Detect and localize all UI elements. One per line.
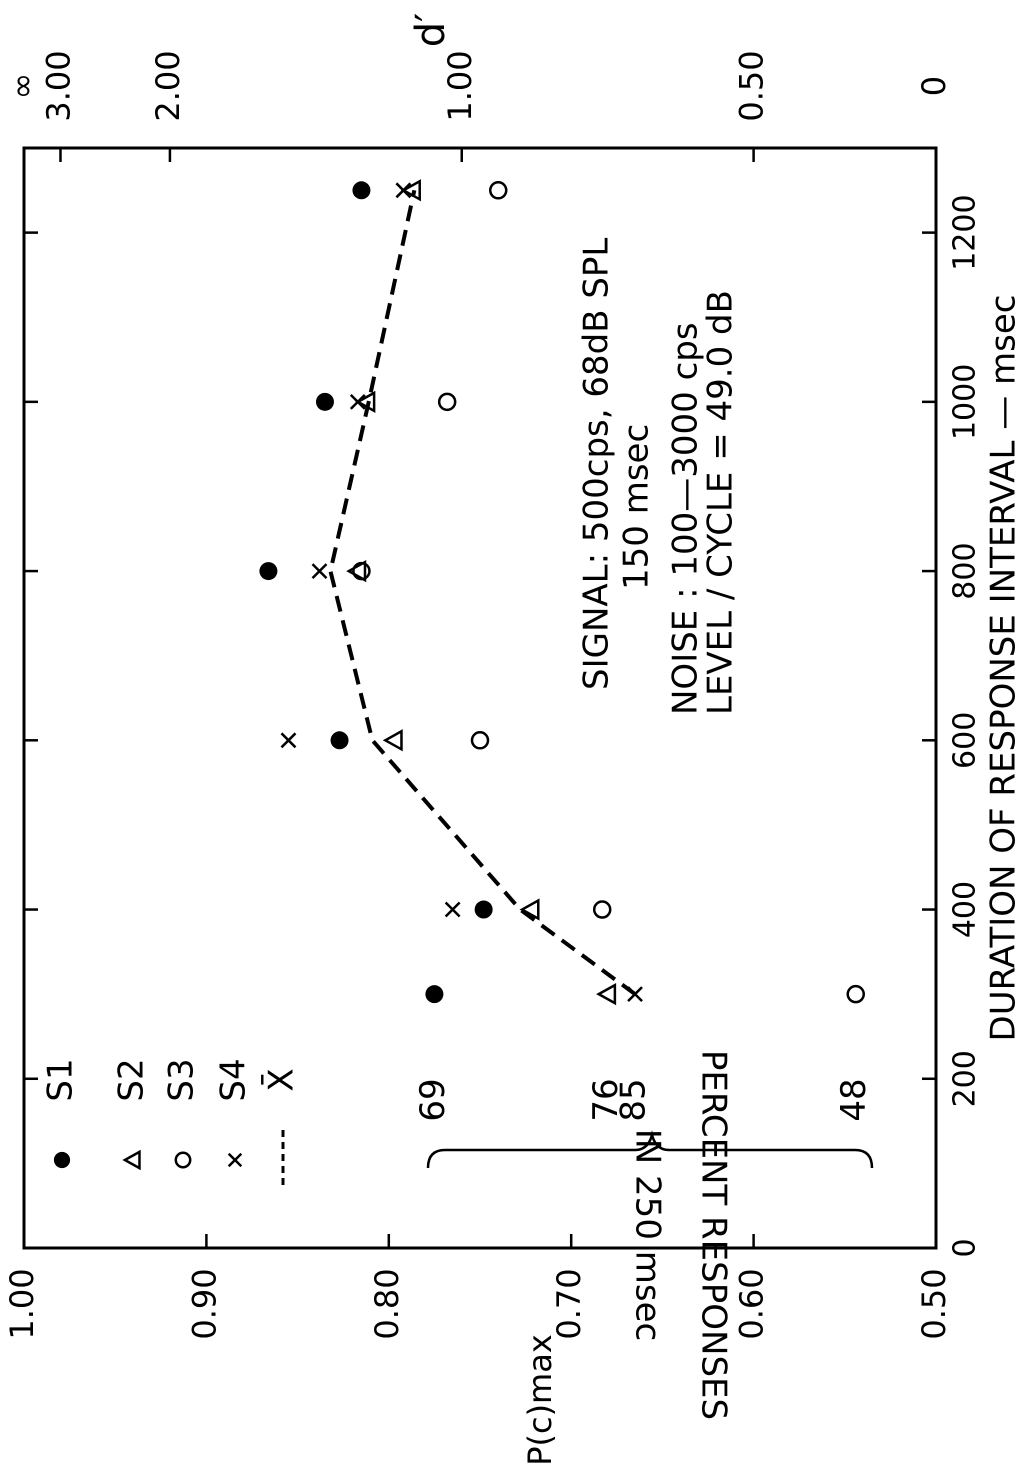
point-s1-0: [425, 985, 444, 1004]
legend: S1 S2 S3 S4 X̄: [41, 1058, 302, 1185]
axis-titles: DURATION OF RESPONSE INTERVAL — msec P(c)…: [408, 13, 1024, 1466]
y-axis-title: P(c)max: [521, 1334, 559, 1466]
y2-tick-label-5: ∞: [3, 73, 41, 100]
point-s3-2: [470, 731, 490, 750]
y2-tick-label-2: 1.00: [441, 50, 479, 121]
y-tick-label-1: 0.60: [733, 1268, 771, 1339]
x-axis-title: DURATION OF RESPONSE INTERVAL — msec: [984, 295, 1024, 1042]
point-s1-2: [330, 731, 349, 750]
percent-brace: [426, 1130, 874, 1169]
x-tick-label-0: 0: [948, 1238, 983, 1257]
percent-value-0: 69: [413, 1078, 453, 1121]
y2-tick-label-0: 0: [915, 76, 953, 96]
percent-value-3: 48: [834, 1078, 874, 1121]
legend-marker-s1: [53, 1151, 71, 1169]
legend-marker-s2: [122, 1149, 141, 1171]
point-s4-1: [444, 901, 461, 918]
point-s4-3: [311, 563, 328, 579]
x-tick-label-4: 800: [948, 542, 983, 599]
y-tick-label-0: 0.50: [915, 1268, 953, 1339]
legend-label-s1: S1: [41, 1058, 81, 1101]
point-s1-4: [315, 392, 334, 411]
x-tick-label-5: 1000: [948, 364, 983, 440]
point-s4-2: [280, 732, 297, 749]
axis-ticks: [22, 148, 938, 1250]
plot-frame: [22, 146, 938, 1250]
point-s3-1: [592, 900, 612, 919]
point-s3-0: [846, 984, 865, 1004]
series-layer: [259, 179, 865, 1006]
annotation-signal-line1: SIGNAL: 500cps, 68dB SPL: [577, 238, 617, 690]
legend-label-s4: S4: [214, 1058, 254, 1101]
series-mean-line: [328, 189, 637, 996]
x-tick-label-2: 400: [948, 881, 983, 938]
point-s4-4: [349, 393, 366, 410]
legend-label-x̄: X̄: [260, 1068, 301, 1091]
legend-marker-s3: [174, 1151, 192, 1169]
point-s1-5: [352, 181, 371, 200]
point-s2-5: [400, 179, 421, 202]
y2-tick-label-4: 3.00: [39, 50, 77, 121]
x-tick-label-1: 200: [948, 1050, 983, 1107]
annotation-noise-line2: LEVEL / CYCLE = 49.0 dB: [701, 290, 741, 715]
y-tick-label-2: 0.70: [550, 1268, 588, 1339]
percent-value-1: 76: [586, 1078, 626, 1121]
point-s2-3: [346, 559, 367, 583]
legend-label-s2: S2: [112, 1058, 152, 1101]
point-s2-2: [382, 729, 403, 752]
y-tick-label-3: 0.80: [368, 1268, 406, 1339]
x-tick-label-3: 600: [948, 712, 983, 769]
point-s3-3: [352, 561, 371, 581]
annotations: SIGNAL: 500cps, 68dB SPL 150 msec NOISE : …: [413, 238, 874, 1421]
annotation-signal-line2: 150 msec: [617, 424, 657, 590]
y2-tick-label-3: 2.00: [149, 50, 187, 121]
y2-tick-label-1: 0.50: [733, 50, 771, 121]
y-tick-label-5: 1.00: [3, 1268, 41, 1339]
point-s1-3: [259, 562, 278, 581]
percent-title-line1: PERCENT RESPONSES: [694, 1050, 734, 1420]
y-tick-label-4: 0.90: [185, 1268, 223, 1339]
percent-value-2: 85: [614, 1078, 654, 1121]
legend-marker-s4: [227, 1152, 243, 1168]
point-s3-4: [437, 392, 457, 412]
percent-title-line2: IN 250 msec: [628, 1129, 668, 1341]
x-tick-label-6: 1200: [948, 194, 983, 270]
point-s3-5: [488, 181, 508, 200]
point-s2-0: [596, 983, 617, 1006]
legend-label-s3: S3: [162, 1058, 202, 1101]
annotation-noise-line1: NOISE : 100—3000 cps: [666, 322, 706, 715]
axis-tick-labels: 0 200 400 600 800 1000 1200 0.50 0.60 0.70 0.80 0.9…: [3, 50, 983, 1339]
point-s2-1: [519, 898, 540, 921]
y2-axis-title: d′: [408, 13, 454, 47]
point-s4-5: [395, 182, 412, 199]
point-s1-1: [474, 900, 493, 919]
